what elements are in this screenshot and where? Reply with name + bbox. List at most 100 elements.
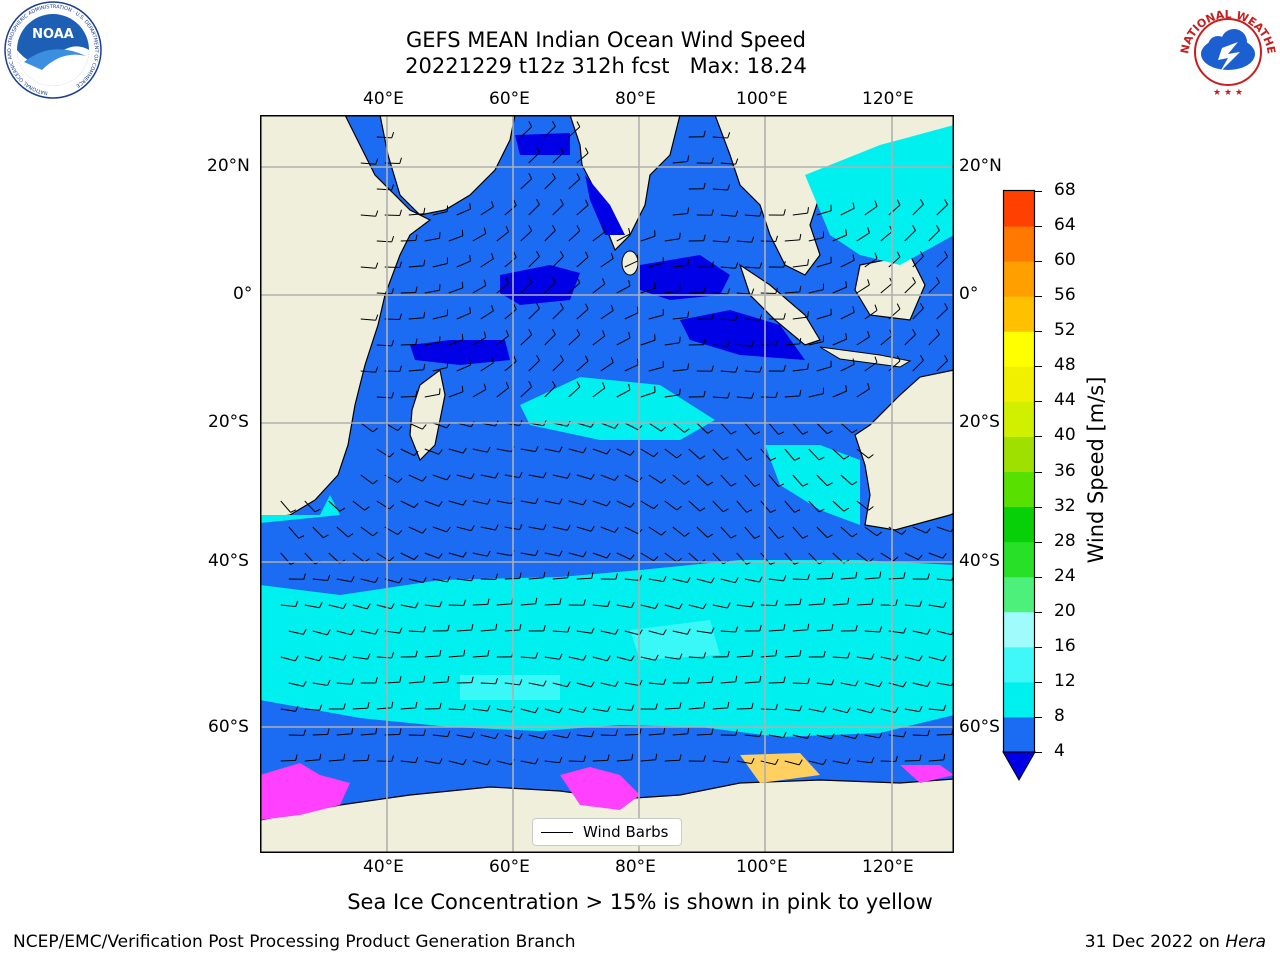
wind-barb — [936, 204, 948, 216]
colorbar-tick-mark — [1035, 681, 1042, 683]
wind-barb-flag — [661, 530, 667, 536]
wind-barb-flag — [469, 359, 472, 366]
wind-barb-flag — [439, 702, 442, 709]
colorbar-segment — [1004, 331, 1034, 367]
colorbar-tick-label: 44 — [1054, 390, 1076, 411]
wind-barb-flag — [703, 286, 706, 293]
lat-tick-left-20s: 20°S — [208, 412, 249, 432]
wind-barb-flag — [364, 506, 370, 511]
wind-barb — [760, 396, 776, 399]
wind-barb-flag — [843, 507, 850, 512]
wind-barb — [520, 552, 536, 557]
wind-barb — [432, 734, 448, 738]
wind-barb-flag — [543, 680, 547, 687]
wind-barb-flag — [942, 655, 947, 662]
wind-barb — [544, 603, 560, 606]
wind-barb — [288, 526, 300, 539]
wind-barb — [664, 707, 680, 710]
wind-barb-flag — [759, 262, 763, 269]
wind-8-12-australia — [765, 445, 860, 525]
wind-barb-flag — [422, 577, 427, 583]
wind-barb-flag — [551, 224, 556, 231]
wind-barb — [664, 604, 680, 610]
wind-barb-flag — [710, 577, 715, 584]
wind-barb-flag — [711, 627, 715, 634]
wind-barb-flag — [727, 288, 731, 295]
wind-barb — [312, 682, 328, 686]
wind-barb — [592, 448, 608, 455]
wind-barb-flag — [847, 758, 851, 765]
wind-barb — [352, 552, 365, 563]
colorbar-segment — [1004, 261, 1034, 297]
wind-barb-flag — [415, 756, 419, 763]
wind-barb — [552, 204, 564, 216]
wind-barb — [504, 308, 517, 320]
wind-barb-flag — [754, 483, 761, 487]
wind-barb-flag — [686, 576, 691, 583]
wind-barb — [936, 526, 952, 533]
wind-barb — [480, 362, 494, 372]
wind-barb — [888, 526, 903, 535]
wind-barb-flag — [584, 147, 589, 154]
wind-barb-flag — [339, 507, 346, 512]
wind-barb-flag — [775, 391, 778, 398]
wind-barb-flag — [783, 365, 786, 372]
wind-barb-flag — [735, 314, 739, 321]
wind-barb-flag — [926, 528, 931, 534]
wind-barb-flag — [783, 313, 786, 320]
wind-barb-flag — [919, 198, 924, 205]
wind-barb-flag — [446, 474, 451, 481]
wind-barb-flag — [722, 456, 729, 461]
wind-barb-flag — [483, 383, 487, 390]
colorbar-tick-mark — [1035, 646, 1042, 648]
wind-barb — [864, 309, 878, 320]
wind-barb — [856, 388, 870, 398]
wind-barb-flag — [703, 130, 706, 137]
wind-barb-flag — [536, 199, 540, 205]
wind-barb-flag — [470, 473, 475, 479]
wind-barb-flag — [823, 597, 826, 604]
wind-barb-flag — [491, 357, 494, 364]
wind-barb — [312, 578, 328, 582]
wind-barb-flag — [852, 254, 855, 261]
wind-barb-flag — [943, 601, 947, 608]
wind-barb — [400, 604, 416, 609]
wind-barb — [408, 317, 424, 320]
wind-barb — [736, 655, 752, 658]
wind-barb — [856, 656, 872, 660]
wind-barb-flag — [375, 262, 379, 269]
lon-tick-top-60e: 60°E — [489, 89, 530, 109]
wind-barb — [576, 308, 589, 320]
colorbar-tick-mark — [1035, 611, 1042, 613]
wind-barb — [480, 578, 496, 581]
wind-barb-flag — [534, 707, 539, 713]
wind-barb — [568, 708, 584, 713]
wind-barb — [744, 734, 760, 737]
wind-barb — [720, 422, 732, 435]
wind-barb — [672, 212, 688, 216]
wind-barb — [592, 759, 608, 762]
wind-barb-flag — [867, 279, 870, 286]
wind-barb — [600, 310, 614, 320]
wind-barb-flag — [868, 506, 874, 511]
wind-barb-flag — [494, 733, 499, 739]
wind-barb-flag — [461, 333, 464, 340]
wind-barb-flag — [375, 727, 378, 734]
wind-barb — [360, 733, 376, 736]
wind-barb-flag — [439, 600, 443, 607]
wind-barb — [904, 708, 920, 713]
wind-barb-flag — [735, 158, 739, 165]
colorbar-tick-label: 60 — [1054, 250, 1076, 271]
wind-barb — [408, 681, 424, 684]
wind-barb-flag — [543, 524, 547, 530]
wind-barb-flag — [566, 472, 571, 479]
wind-barb-flag — [471, 574, 475, 581]
wind-barb-flag — [759, 366, 763, 373]
wind-barb — [360, 474, 374, 485]
wind-barb-flag — [894, 654, 899, 661]
wind-barb — [408, 369, 424, 372]
wind-barb — [928, 708, 944, 711]
wind-barb — [544, 334, 556, 346]
wind-barb — [280, 604, 296, 608]
wind-barb-flag — [415, 650, 418, 657]
